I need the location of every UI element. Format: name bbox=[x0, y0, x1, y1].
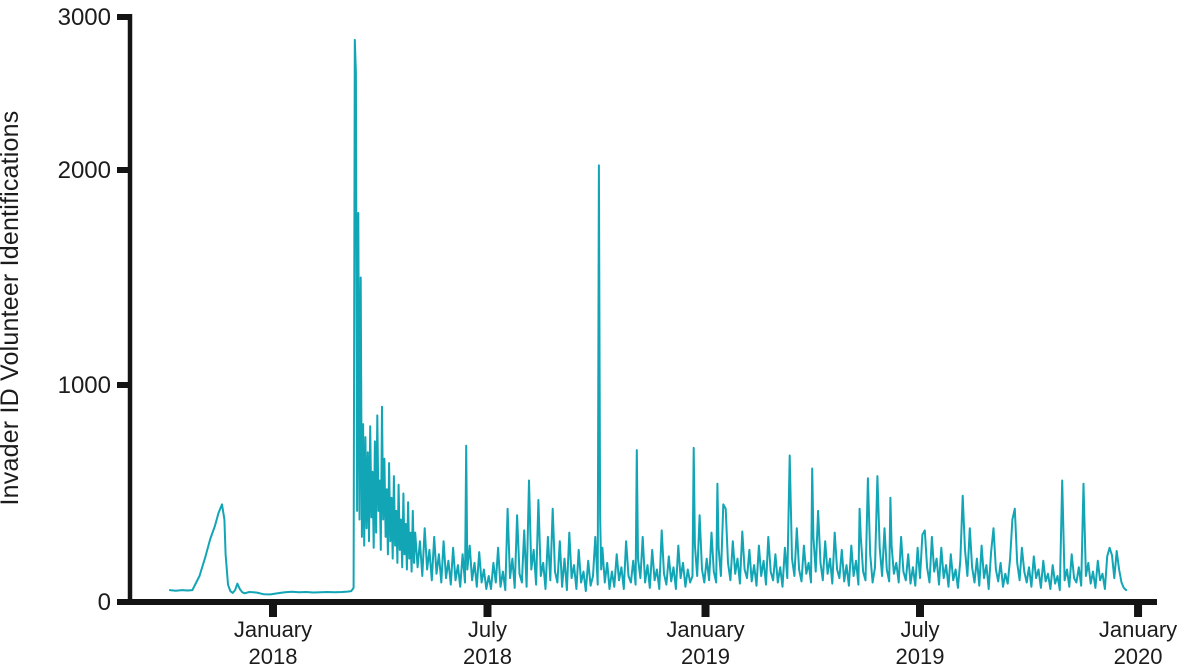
x-tick-label-year: 2018 bbox=[463, 644, 512, 669]
x-tick-label-month: July bbox=[468, 617, 507, 642]
y-tick-label: 0 bbox=[98, 589, 111, 616]
x-tick-label-month: January bbox=[1099, 617, 1177, 642]
x-tick-label-year: 2019 bbox=[896, 644, 945, 669]
y-tick-label: 3000 bbox=[58, 4, 111, 31]
x-tick-label-month: January bbox=[234, 617, 312, 642]
data-series-line bbox=[168, 38, 1128, 596]
y-tick-label: 1000 bbox=[58, 372, 111, 399]
y-tick-label: 2000 bbox=[58, 157, 111, 184]
x-tick-label-year: 2018 bbox=[249, 644, 298, 669]
x-tick-label-month: January bbox=[666, 617, 744, 642]
x-tick-label-year: 2019 bbox=[681, 644, 730, 669]
x-tick-label-month: July bbox=[900, 617, 939, 642]
y-axis-title: Invader ID Volunteer Identifications bbox=[0, 111, 24, 506]
x-tick-label-year: 2020 bbox=[1114, 644, 1163, 669]
